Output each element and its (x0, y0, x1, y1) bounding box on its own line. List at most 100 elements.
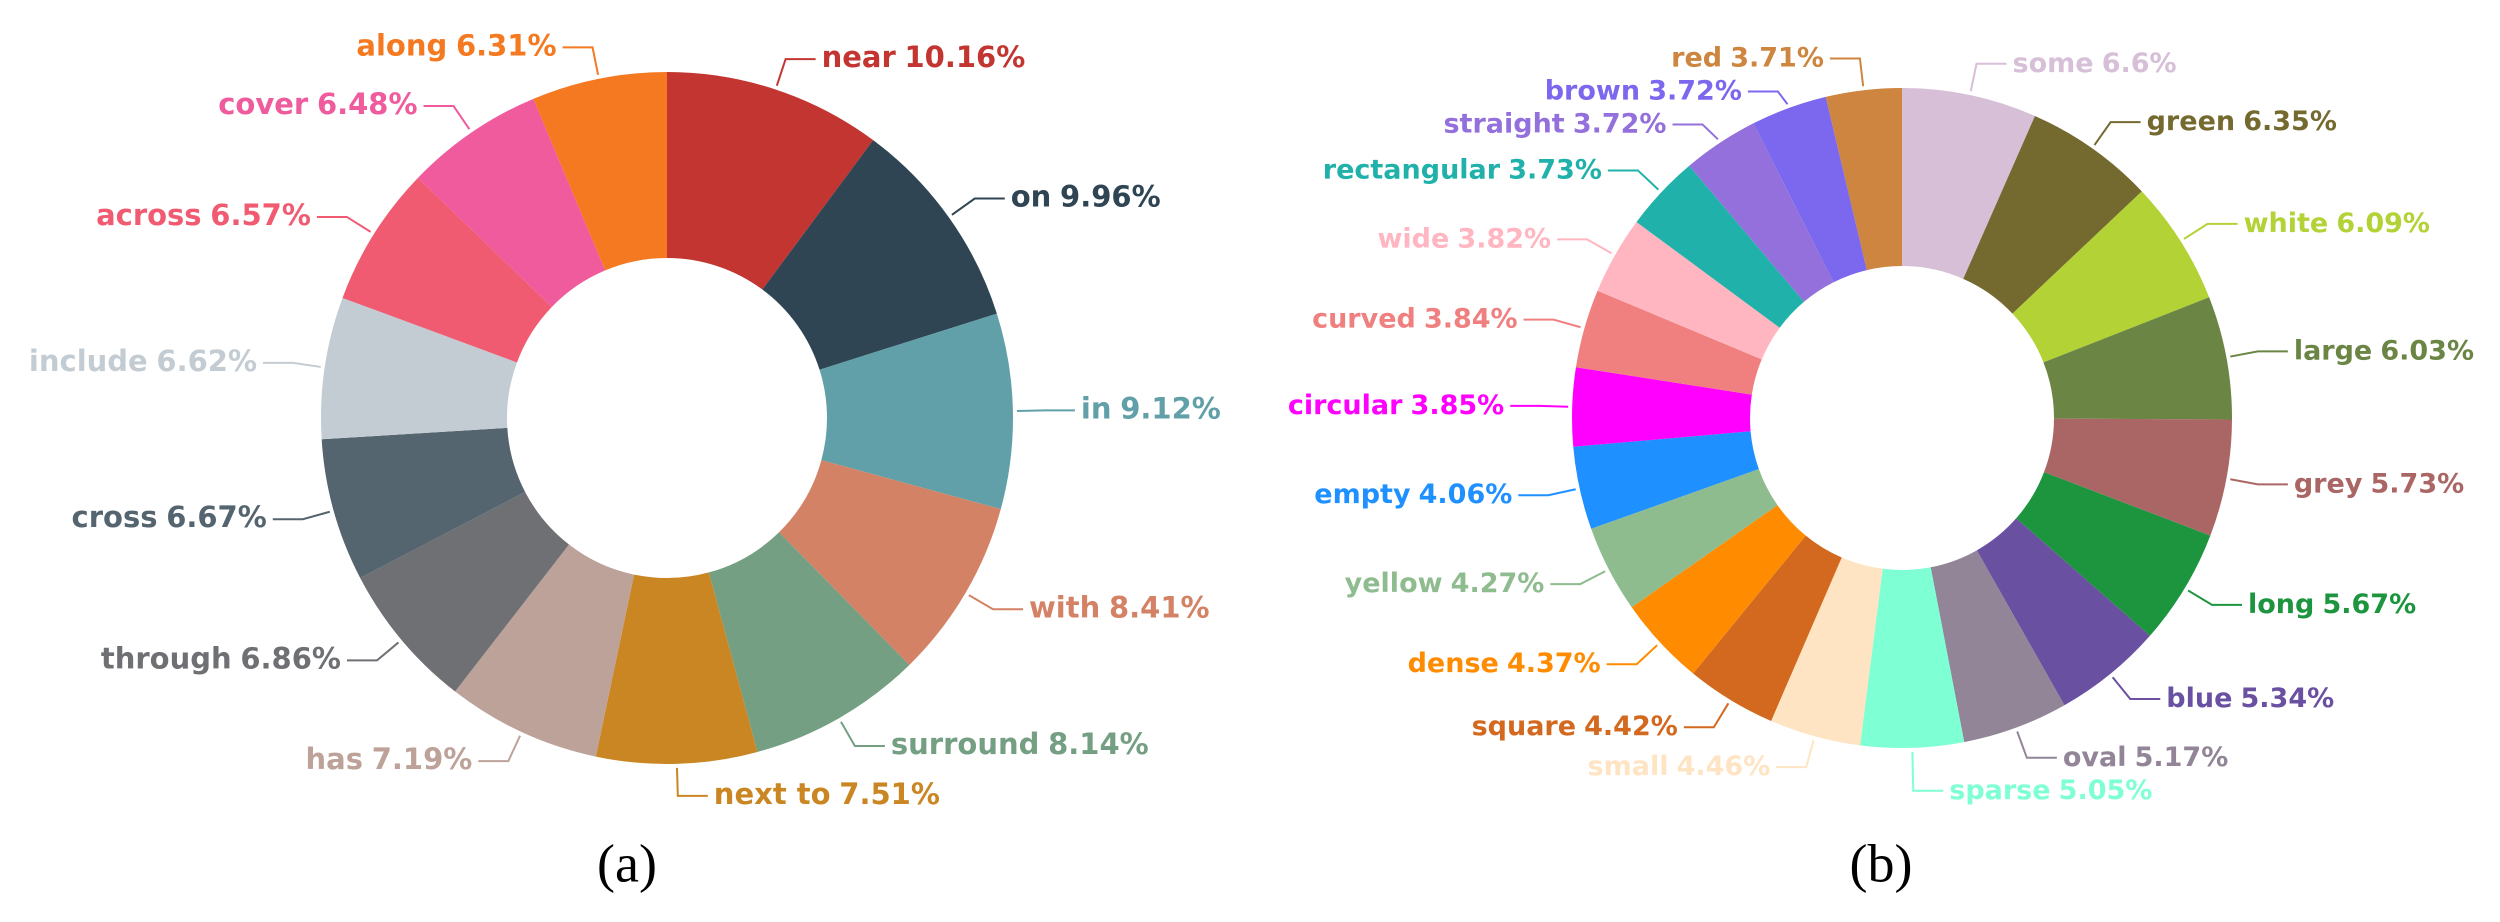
leader-line (1016, 409, 1075, 412)
category-name: has (306, 742, 363, 776)
value-label: 8.41% (1109, 590, 1210, 624)
slice (1573, 431, 1759, 529)
slice (1753, 96, 1867, 283)
value-label: 6.86% (240, 641, 341, 675)
slice-label: dense 4.37% (1408, 648, 1601, 679)
leader-line (423, 105, 471, 130)
category-name: some (2013, 47, 2094, 78)
category-name: long (2248, 588, 2314, 619)
slice-label: green 6.35% (2147, 106, 2337, 137)
slice-label: grey 5.73% (2294, 468, 2464, 499)
slice (1693, 535, 1842, 721)
slice (533, 72, 667, 271)
value-label: 8.14% (1048, 727, 1149, 761)
slice (1976, 518, 2150, 706)
slice (321, 297, 517, 440)
slice-label: through 6.86% (101, 641, 341, 675)
value-label: 6.67% (166, 500, 267, 534)
slice-label: sparse 5.05% (1949, 774, 2152, 805)
category-name: near (822, 40, 897, 74)
leader-line (1911, 751, 1944, 792)
category-name: green (2147, 106, 2236, 137)
leader-line (951, 197, 1005, 216)
leader-line (775, 58, 816, 86)
leader-line (316, 215, 372, 233)
slice-label: with 8.41% (1029, 590, 1210, 624)
slice (1963, 115, 2142, 314)
category-name: large (2294, 335, 2372, 366)
value-label: 6.57% (210, 198, 311, 232)
value-label: 9.12% (1120, 391, 1221, 425)
category-name: empty (1314, 479, 1411, 510)
category-name: brown (1545, 75, 1640, 106)
leader-line (1606, 644, 1658, 666)
slice-label: long 5.67% (2248, 588, 2416, 619)
category-name: circular (1288, 389, 1403, 420)
slice (2043, 297, 2232, 420)
value-label: 3.71% (1730, 42, 1824, 73)
category-name: wide (1377, 223, 1449, 254)
category-name: on (1011, 180, 1052, 214)
category-name: dense (1408, 648, 1499, 679)
value-label: 5.73% (2371, 468, 2465, 499)
slice-label: across 6.57% (96, 198, 311, 232)
category-name: grey (2294, 468, 2363, 499)
slice-label: cover 6.48% (218, 87, 417, 121)
value-label: 6.62% (156, 344, 257, 378)
slice-label: red 3.71% (1671, 42, 1824, 73)
category-name: yellow (1345, 568, 1443, 599)
slice-label: small 4.46% (1588, 751, 1771, 782)
category-name: sparse (1949, 774, 2050, 805)
leader-line (2093, 121, 2141, 146)
value-label: 10.16% (905, 40, 1026, 74)
category-name: surround (891, 727, 1039, 761)
slice-label: brown 3.72% (1545, 75, 1742, 106)
leader-line (2183, 222, 2238, 240)
slice-label: white 6.09% (2244, 207, 2430, 238)
slice-label: yellow 4.27% (1345, 568, 1545, 599)
leader-line (2111, 676, 2161, 700)
value-label: 3.82% (1457, 223, 1551, 254)
slice (1597, 222, 1780, 360)
slice (762, 140, 997, 370)
slice-label: include 6.62% (29, 344, 257, 378)
slice (1825, 88, 1902, 271)
category-name: curved (1312, 303, 1416, 334)
slice-label: oval 5.17% (2063, 741, 2228, 772)
slice-label: has 7.19% (306, 742, 473, 776)
category-name: blue (2166, 682, 2232, 713)
value-label: 6.35% (2243, 106, 2337, 137)
value-label: 3.72% (1648, 75, 1742, 106)
slice (455, 544, 635, 757)
leader-line (263, 361, 321, 368)
slice-label: near 10.16% (822, 40, 1026, 74)
slice-label: square 4.42% (1472, 711, 1678, 742)
leader-line (676, 767, 708, 797)
leader-line (968, 594, 1024, 611)
leader-line (1683, 702, 1730, 729)
leader-line (1510, 404, 1569, 408)
leader-line (1518, 488, 1576, 497)
slice (667, 72, 874, 290)
slice (1689, 123, 1834, 302)
value-label: 6.6% (2102, 47, 2177, 78)
value-label: 5.05% (2059, 774, 2153, 805)
category-name: red (1671, 42, 1722, 73)
value-label: 4.46% (1677, 751, 1771, 782)
leader-line (2230, 350, 2288, 358)
slice (342, 177, 552, 363)
value-label: 3.73% (1508, 154, 1602, 185)
slice-label: cross 6.67% (72, 500, 267, 534)
slice-label: wide 3.82% (1377, 223, 1551, 254)
category-name: straight (1443, 108, 1564, 139)
slice-label: in 9.12% (1081, 391, 1221, 425)
category-name: in (1081, 391, 1112, 425)
category-name: cross (72, 500, 158, 534)
leader-line (562, 46, 600, 76)
category-name: include (29, 344, 148, 378)
slice-label: on 9.96% (1011, 180, 1161, 214)
value-label: 3.84% (1424, 303, 1518, 334)
value-label: 6.03% (2380, 335, 2474, 366)
category-name: small (1588, 751, 1669, 782)
